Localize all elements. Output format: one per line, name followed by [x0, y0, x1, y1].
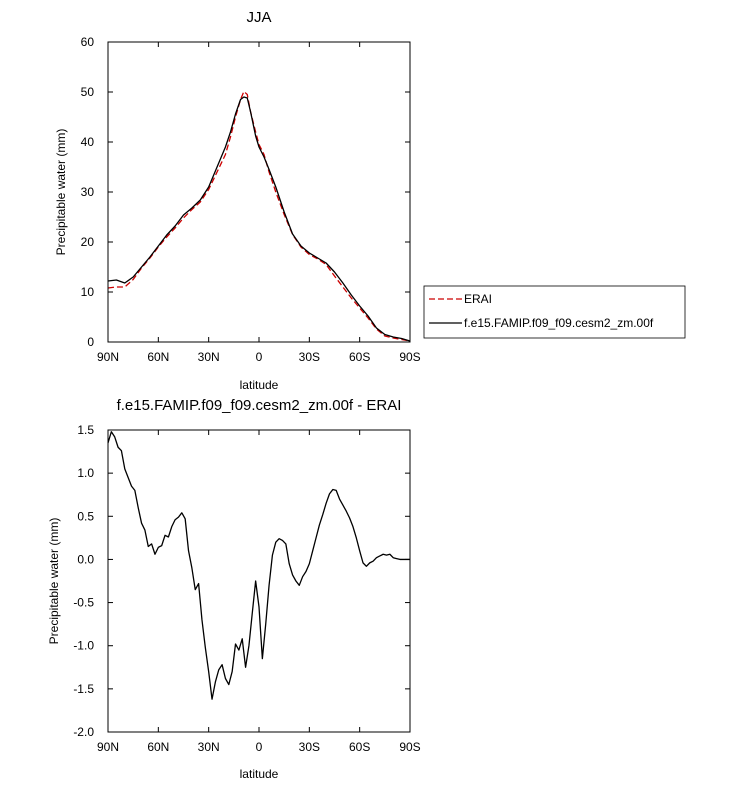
x-tick-label: 90N [97, 350, 119, 364]
y-tick-label: 10 [81, 285, 95, 299]
x-tick-label: 30S [299, 350, 320, 364]
top-chart-xlabel: latitude [240, 378, 279, 392]
x-tick-label: 0 [256, 350, 263, 364]
y-tick-label: 20 [81, 235, 95, 249]
bottom-chart-xlabel: latitude [240, 767, 279, 781]
top-chart-frame [107, 41, 411, 343]
x-tick-label: 90S [399, 740, 420, 754]
y-tick-label: 50 [81, 85, 95, 99]
y-tick-label: 0.0 [77, 552, 94, 566]
x-tick-label: 30S [299, 740, 320, 754]
series-line-0 [107, 90, 411, 342]
y-tick-label: -1.5 [73, 682, 94, 696]
bottom-chart-ticks: 90N 60N 30N 0 30S 60S 90S 1.5 1.0 0.5 0.0 -0.5 -1.0 -… [73, 423, 420, 754]
legend-label-erai: ERAI [464, 292, 492, 306]
legend-box [423, 285, 686, 339]
top-chart-lines [107, 90, 411, 342]
x-tick-label: 90N [97, 740, 119, 754]
x-tick-label: 0 [256, 740, 263, 754]
y-tick-label: 0.5 [77, 509, 94, 523]
series-line-1 [107, 96, 411, 342]
bottom-chart-title: f.e15.FAMIP.f09_f09.cesm2_zm.00f - ERAI [117, 397, 402, 414]
bottom-chart-lines [107, 431, 410, 700]
top-chart-title: JJA [246, 9, 271, 26]
top-chart-ticks: 90N 60N 30N 0 30S 60S 90S 0 10 20 30 40 50 60 [81, 35, 421, 364]
x-tick-label: 30N [198, 350, 220, 364]
top-chart: JJA 90N 60N 30N 0 30S 60S 90S 0 10 20 30 40 50 60 lat… [54, 9, 421, 392]
x-tick-label: 60S [349, 350, 370, 364]
x-tick-label: 90S [399, 350, 420, 364]
y-tick-label: -1.0 [73, 639, 94, 653]
x-tick-label: 30N [198, 740, 220, 754]
x-tick-label: 60S [349, 740, 370, 754]
legend: ERAI f.e15.FAMIP.f09_f09.cesm2_zm.00f [423, 285, 686, 339]
y-tick-label: 30 [81, 185, 95, 199]
y-tick-label: 60 [81, 35, 95, 49]
bottom-chart-ylabel: Precipitable water (mm) [47, 518, 61, 645]
series-line-0 [107, 431, 410, 700]
bottom-chart-frame [107, 429, 411, 733]
y-tick-label: 1.5 [77, 423, 94, 437]
bottom-chart: f.e15.FAMIP.f09_f09.cesm2_zm.00f - ERAI … [47, 397, 421, 781]
x-tick-label: 60N [147, 740, 169, 754]
y-tick-label: -2.0 [73, 725, 94, 739]
y-tick-label: 0 [87, 335, 94, 349]
y-tick-label: 40 [81, 135, 95, 149]
y-tick-label: 1.0 [77, 466, 94, 480]
y-tick-label: -0.5 [73, 596, 94, 610]
top-chart-ylabel: Precipitable water (mm) [54, 129, 68, 256]
legend-label-cesm2: f.e15.FAMIP.f09_f09.cesm2_zm.00f [464, 316, 654, 330]
x-tick-label: 60N [147, 350, 169, 364]
